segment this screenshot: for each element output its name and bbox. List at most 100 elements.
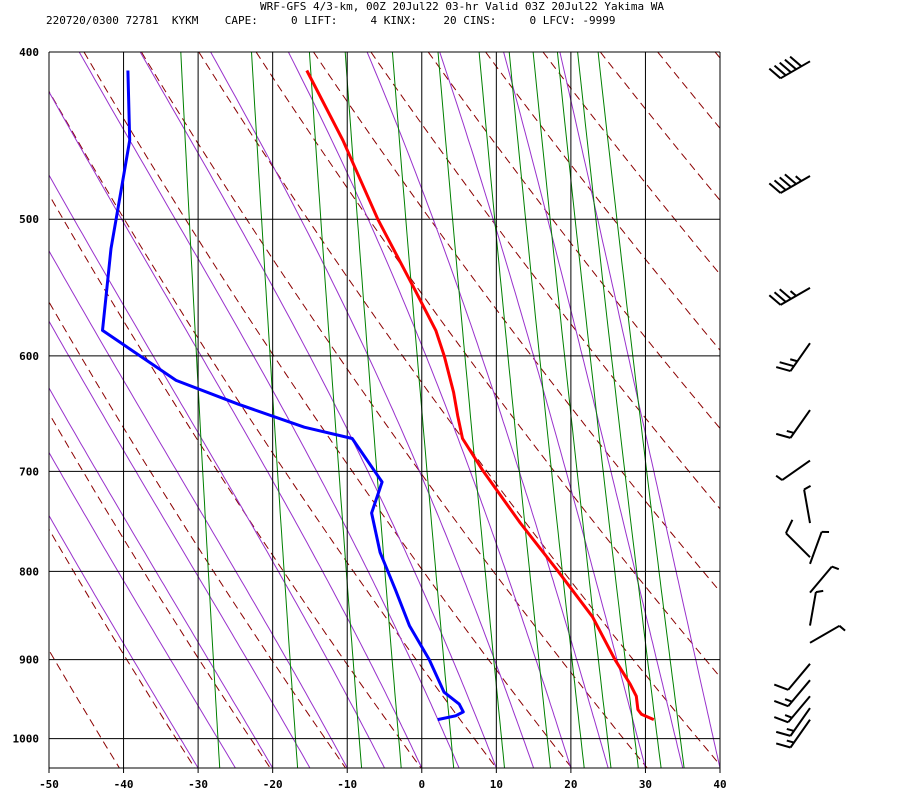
wind-barb	[773, 679, 811, 708]
barb-half-feather	[795, 175, 802, 182]
x-tick-label: 0	[418, 778, 425, 791]
temperature-profile	[305, 69, 655, 721]
barb-full-feather	[773, 64, 787, 77]
y-tick-label: 600	[19, 350, 39, 363]
x-tick-label: 40	[713, 778, 726, 791]
dry-adiabat-line	[830, 52, 900, 768]
barb-half-feather	[789, 358, 798, 363]
axes: -50 -40 -30 -20 -10 0 10 20 30 40 400 500 600 700 800 9…	[13, 46, 727, 791]
mixing-ratio-line	[391, 52, 455, 768]
dry-adiabat-line	[427, 52, 720, 430]
barb-full-feather	[784, 173, 797, 185]
dry-adiabat-line	[49, 300, 347, 768]
barb-shaft	[809, 531, 823, 565]
barb-shaft	[809, 624, 840, 644]
barb-full-feather	[773, 716, 789, 724]
moist-adiabat-line	[139, 52, 497, 768]
dry-adiabat-line	[370, 52, 720, 510]
moist-adiabat-line	[49, 514, 199, 768]
dry-adiabat-line	[714, 52, 720, 59]
moist-adiabat-line	[78, 52, 460, 768]
barb-half-feather	[815, 589, 824, 594]
x-tick-label: -20	[263, 778, 283, 791]
dry-adiabat-line	[49, 90, 497, 768]
barb-half-feather	[784, 714, 793, 719]
dewpoint-profile	[101, 70, 465, 722]
wind-barb	[773, 663, 811, 691]
barb-full-feather	[779, 61, 792, 74]
barb-full-feather	[779, 288, 792, 300]
dry-adiabat-line	[887, 52, 900, 768]
wind-barb	[768, 55, 811, 80]
grid	[49, 51, 720, 768]
dry-adiabat-line	[198, 52, 720, 766]
wind-barb	[773, 695, 811, 724]
wind-barb	[803, 485, 812, 524]
mixing-ratio-line	[556, 52, 639, 768]
mixing-ratio-line	[532, 52, 612, 768]
dry-adiabat-line	[49, 412, 271, 768]
barb-full-feather	[785, 519, 794, 534]
barb-half-feather	[786, 739, 795, 744]
barb-shaft	[803, 489, 811, 524]
moist-adiabat-line	[559, 52, 720, 768]
moist-adiabat-line	[49, 451, 236, 768]
x-tick-label: -10	[337, 778, 357, 791]
y-tick-label: 1000	[13, 733, 40, 746]
x-tick-label: 30	[639, 778, 652, 791]
barb-half-feather	[803, 485, 812, 491]
x-tick-label: 20	[564, 778, 577, 791]
barb-full-feather	[784, 58, 797, 71]
mixing-ratio-line	[597, 52, 685, 768]
barb-full-feather	[775, 366, 791, 373]
wind-barb	[775, 459, 811, 481]
barb-full-feather	[768, 182, 782, 194]
mixing-ratio-line	[180, 52, 221, 768]
mixing-ratio-line	[478, 52, 551, 768]
mixing-ratio-line	[577, 52, 662, 768]
moist-adiabat-line	[366, 52, 609, 768]
wind-barbs	[768, 55, 846, 749]
wind-barb	[775, 409, 811, 439]
dry-adiabat-line	[49, 649, 120, 768]
y-tick-label: 800	[19, 565, 39, 578]
y-tick-label: 500	[19, 213, 39, 226]
wind-barb	[775, 719, 811, 749]
dry-adiabat-line	[657, 52, 720, 130]
barb-full-feather	[773, 179, 787, 191]
barb-full-feather	[779, 361, 795, 368]
barb-full-feather	[773, 700, 789, 708]
moist-adiabat-line	[49, 320, 311, 768]
moist-adiabat-line	[49, 249, 348, 768]
dry-adiabat-line	[542, 52, 720, 276]
dry-adiabat-line	[140, 52, 648, 768]
dry-adiabat-line	[772, 52, 900, 768]
barb-full-feather	[768, 67, 782, 80]
dry-adiabat-line	[485, 52, 720, 351]
wind-barb	[809, 589, 824, 626]
sounding-profiles	[101, 69, 655, 722]
barb-full-feather	[768, 294, 782, 306]
background-lines	[49, 52, 900, 768]
barb-half-feather	[784, 698, 793, 703]
barb-full-feather	[775, 432, 791, 439]
wind-barb	[809, 530, 830, 565]
barb-shaft	[809, 565, 833, 594]
barb-full-feather	[789, 55, 802, 68]
moist-adiabat-line	[49, 90, 423, 768]
wind-barb	[809, 565, 840, 594]
moist-adiabat-line	[503, 52, 684, 768]
y-tick-label: 400	[19, 46, 39, 59]
barb-shaft	[787, 663, 811, 691]
moist-adiabat-line	[49, 386, 274, 768]
moist-adiabat-line	[49, 174, 385, 768]
barb-full-feather	[773, 291, 787, 303]
wind-barb	[768, 287, 811, 306]
barb-shaft	[809, 591, 817, 626]
wind-barb	[809, 624, 846, 644]
barb-half-feather	[789, 290, 797, 297]
wind-barb	[768, 173, 811, 194]
x-tick-label: -30	[188, 778, 208, 791]
barb-half-feather	[838, 625, 846, 632]
